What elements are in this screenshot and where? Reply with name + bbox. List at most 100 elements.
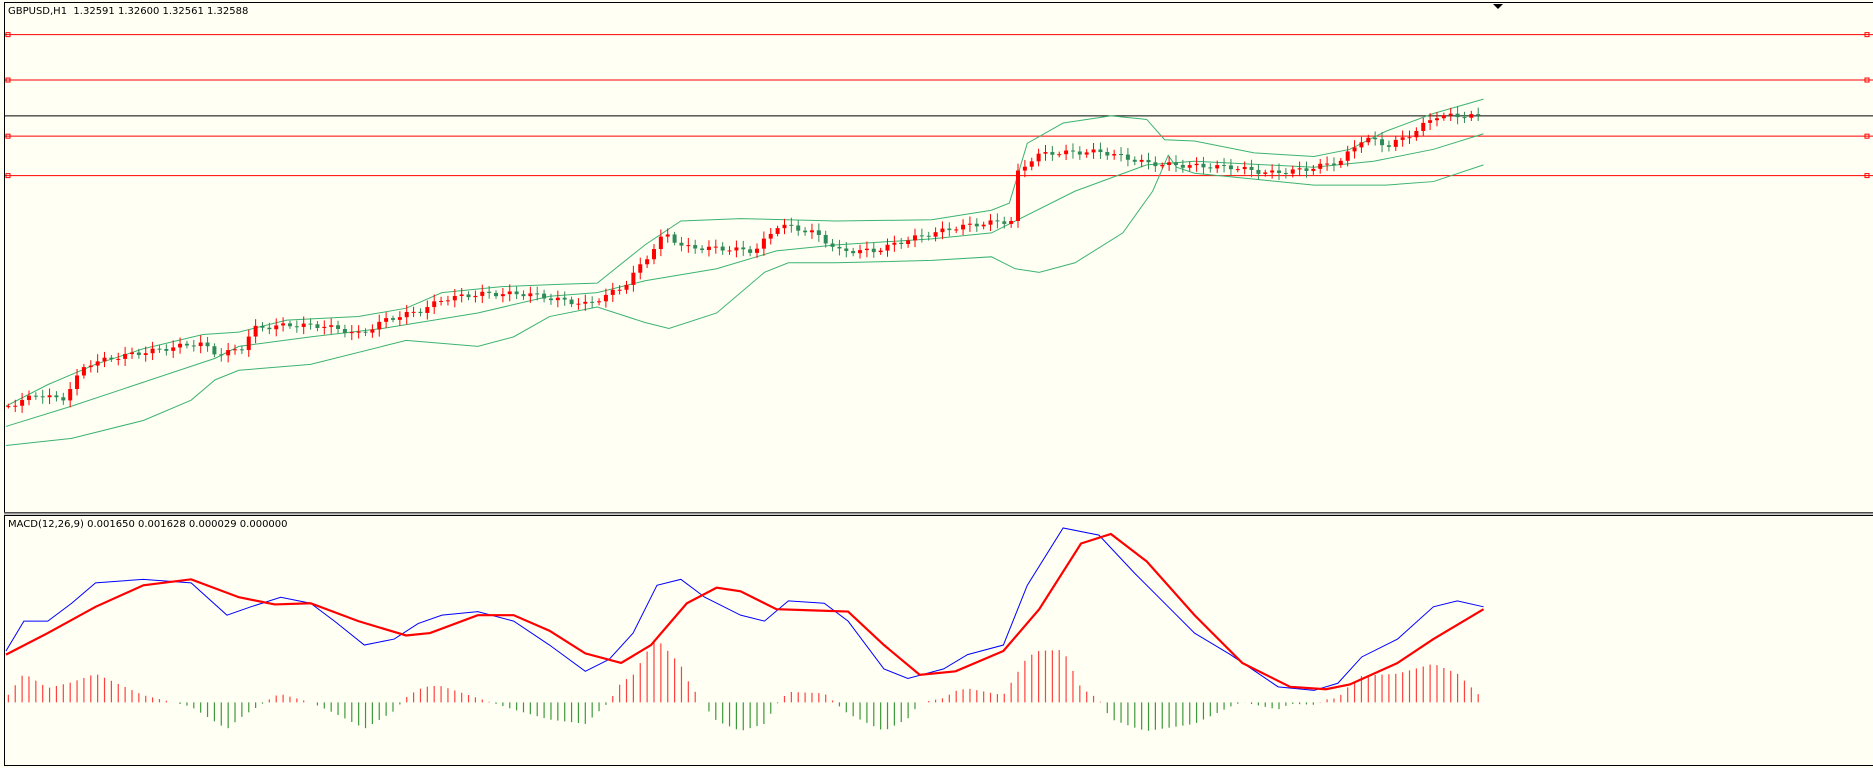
candle-body [1325, 163, 1330, 165]
candle-body [542, 293, 547, 299]
macd-panel [4, 515, 1873, 766]
candle-body [816, 230, 821, 235]
candle-body [1098, 149, 1103, 153]
candle-body [1448, 113, 1453, 116]
candle-body [1016, 170, 1021, 221]
candle-body [548, 298, 553, 301]
candle-body [631, 272, 636, 285]
candle-body [521, 294, 526, 297]
candle-body [1043, 152, 1048, 154]
candle-body [1064, 150, 1069, 155]
candle-body [583, 301, 588, 304]
candle-body [33, 395, 38, 397]
candle-body [796, 225, 801, 231]
candle-body [178, 343, 183, 348]
candle-body [1270, 170, 1275, 173]
candle-body [1311, 168, 1316, 171]
candle-body [1400, 137, 1405, 140]
candle-body [116, 358, 121, 360]
candle-body [1208, 167, 1213, 169]
candle-body [1345, 151, 1350, 161]
candle-body [961, 224, 966, 230]
candle-body [397, 317, 402, 320]
candle-body [803, 230, 808, 233]
candle-body [864, 248, 869, 251]
candle-body [356, 331, 361, 333]
candle-body [1070, 150, 1075, 152]
candle-body [88, 365, 93, 368]
candle-body [1359, 142, 1364, 148]
shift-marker [1493, 4, 1503, 9]
candle-body [912, 235, 917, 241]
candle-body [1228, 165, 1233, 170]
candle-body [528, 293, 533, 297]
candle-body [809, 230, 814, 233]
candle-body [1153, 162, 1158, 167]
candle-body [102, 357, 107, 362]
candle-body [706, 246, 711, 251]
candle-body [1180, 164, 1185, 168]
candle-body [1036, 153, 1041, 162]
candle-body [473, 295, 478, 298]
candle-body [1263, 172, 1268, 174]
candle-body [906, 240, 911, 245]
candle-body [597, 301, 602, 303]
candle-body [123, 354, 128, 359]
candle-body [651, 249, 656, 260]
candle-body [967, 223, 972, 225]
candle-body [239, 349, 244, 351]
candle-body [1222, 165, 1227, 167]
candle-body [329, 325, 334, 327]
candle-body [1173, 162, 1178, 165]
candle-body [143, 353, 148, 355]
macd-header: MACD(12,26,9) 0.001650 0.001628 0.000029… [8, 519, 288, 530]
level-handle [1864, 133, 1870, 139]
candle-body [720, 246, 725, 251]
candle-body [301, 323, 306, 327]
candle-body [219, 354, 224, 356]
candle-body [1242, 166, 1247, 170]
candle-body [40, 396, 45, 398]
candle-body [1393, 139, 1398, 147]
candle-body [1187, 165, 1192, 168]
candle-body [68, 389, 73, 401]
candle-body [171, 347, 176, 351]
candle-body [1057, 154, 1062, 156]
candle-body [1407, 137, 1412, 139]
candle-body [555, 297, 560, 301]
candle-body [75, 375, 80, 390]
candle-body [205, 342, 210, 347]
candle-body [1380, 139, 1385, 146]
candle-body [995, 220, 1000, 222]
candle-body [926, 235, 931, 237]
candle-body [871, 248, 876, 253]
candle-body [1084, 152, 1089, 155]
candle-body [1009, 220, 1014, 224]
candle-body [1050, 152, 1055, 155]
candle-body [1194, 163, 1199, 166]
candle-body [713, 246, 718, 248]
candle-body [693, 245, 698, 249]
candle-body [665, 234, 670, 237]
candle-body [418, 311, 423, 313]
candle-body [480, 291, 485, 296]
candle-body [363, 331, 368, 333]
candle-body [1462, 117, 1467, 119]
candle-body [233, 349, 238, 351]
macd-signal-line [5, 532, 1485, 691]
candle-body [26, 395, 31, 401]
candle-body [54, 395, 59, 398]
candle-body [761, 238, 766, 249]
candle-body [425, 307, 430, 313]
candle-body [844, 248, 849, 251]
candle-body [253, 325, 258, 337]
candle-body [988, 220, 993, 225]
candle-body [1428, 120, 1433, 123]
candle-body [562, 297, 567, 300]
candle-body [445, 300, 450, 302]
candle-body [837, 246, 842, 249]
candle-body [1201, 163, 1206, 168]
candle-body [6, 406, 11, 408]
candle-body [377, 321, 382, 330]
